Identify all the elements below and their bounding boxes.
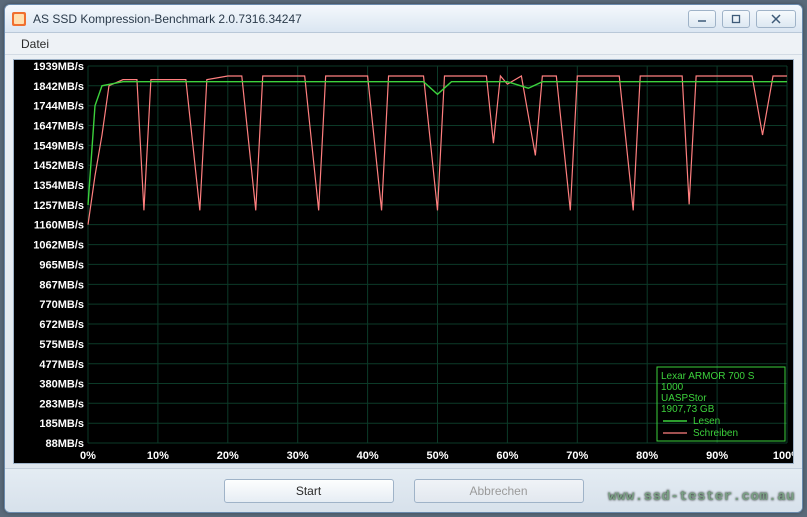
svg-text:30%: 30% — [287, 450, 309, 462]
svg-text:965MB/s: 965MB/s — [39, 259, 84, 271]
maximize-button[interactable] — [722, 10, 750, 28]
svg-text:283MB/s: 283MB/s — [39, 398, 84, 410]
svg-text:100%: 100% — [773, 450, 793, 462]
svg-text:575MB/s: 575MB/s — [39, 339, 84, 351]
svg-text:1257MB/s: 1257MB/s — [33, 200, 84, 212]
svg-text:1000: 1000 — [661, 382, 684, 393]
svg-text:60%: 60% — [496, 450, 518, 462]
chart-area: 88MB/s 185MB/s 283MB/s 380MB/s 477MB/s 575MB/… — [13, 59, 794, 464]
menubar: Datei — [5, 33, 802, 55]
svg-text:10%: 10% — [147, 450, 169, 462]
abort-button: Abbrechen — [414, 479, 584, 503]
svg-text:1452MB/s: 1452MB/s — [33, 160, 84, 172]
svg-text:1744MB/s: 1744MB/s — [33, 101, 84, 113]
window-buttons — [688, 10, 796, 28]
start-button[interactable]: Start — [224, 479, 394, 503]
svg-text:Schreiben: Schreiben — [693, 428, 738, 439]
svg-text:1907,73 GB: 1907,73 GB — [661, 404, 715, 415]
svg-text:70%: 70% — [566, 450, 588, 462]
svg-text:80%: 80% — [636, 450, 658, 462]
svg-text:Lesen: Lesen — [693, 416, 720, 427]
watermark-text: www.ssd-tester.com.au — [608, 489, 795, 505]
svg-text:1647MB/s: 1647MB/s — [33, 120, 84, 132]
svg-text:1062MB/s: 1062MB/s — [33, 240, 84, 252]
svg-text:UASPStor: UASPStor — [661, 393, 707, 404]
svg-text:185MB/s: 185MB/s — [39, 418, 84, 430]
svg-text:Lexar ARMOR 700 S: Lexar ARMOR 700 S — [661, 371, 755, 382]
svg-text:50%: 50% — [426, 450, 448, 462]
svg-text:90%: 90% — [706, 450, 728, 462]
svg-text:477MB/s: 477MB/s — [39, 359, 84, 371]
svg-text:1549MB/s: 1549MB/s — [33, 140, 84, 152]
app-icon — [11, 11, 27, 27]
app-window: AS SSD Kompression-Benchmark 2.0.7316.34… — [4, 4, 803, 513]
titlebar[interactable]: AS SSD Kompression-Benchmark 2.0.7316.34… — [5, 5, 802, 33]
svg-text:1842MB/s: 1842MB/s — [33, 81, 84, 93]
svg-text:0%: 0% — [80, 450, 96, 462]
svg-text:1354MB/s: 1354MB/s — [33, 180, 84, 192]
svg-text:40%: 40% — [357, 450, 379, 462]
svg-text:1160MB/s: 1160MB/s — [34, 220, 84, 232]
svg-text:672MB/s: 672MB/s — [39, 319, 84, 331]
svg-text:1939MB/s: 1939MB/s — [33, 61, 84, 73]
svg-text:770MB/s: 770MB/s — [39, 299, 84, 311]
svg-text:88MB/s: 88MB/s — [45, 438, 84, 450]
menu-file[interactable]: Datei — [15, 35, 55, 53]
svg-text:867MB/s: 867MB/s — [39, 279, 84, 291]
svg-text:20%: 20% — [217, 450, 239, 462]
close-button[interactable] — [756, 10, 796, 28]
minimize-button[interactable] — [688, 10, 716, 28]
svg-text:380MB/s: 380MB/s — [39, 379, 84, 391]
window-title: AS SSD Kompression-Benchmark 2.0.7316.34… — [33, 12, 688, 26]
benchmark-chart: 88MB/s 185MB/s 283MB/s 380MB/s 477MB/s 575MB/… — [14, 60, 793, 463]
